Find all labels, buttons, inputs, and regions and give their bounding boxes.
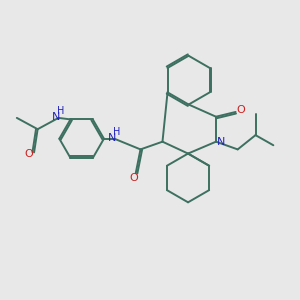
Text: O: O — [24, 149, 33, 159]
Text: N: N — [108, 133, 116, 143]
Text: H: H — [113, 127, 120, 137]
Text: N: N — [52, 112, 60, 122]
Text: H: H — [57, 106, 64, 116]
Text: O: O — [237, 106, 245, 116]
Text: O: O — [130, 172, 139, 183]
Text: N: N — [217, 137, 226, 147]
